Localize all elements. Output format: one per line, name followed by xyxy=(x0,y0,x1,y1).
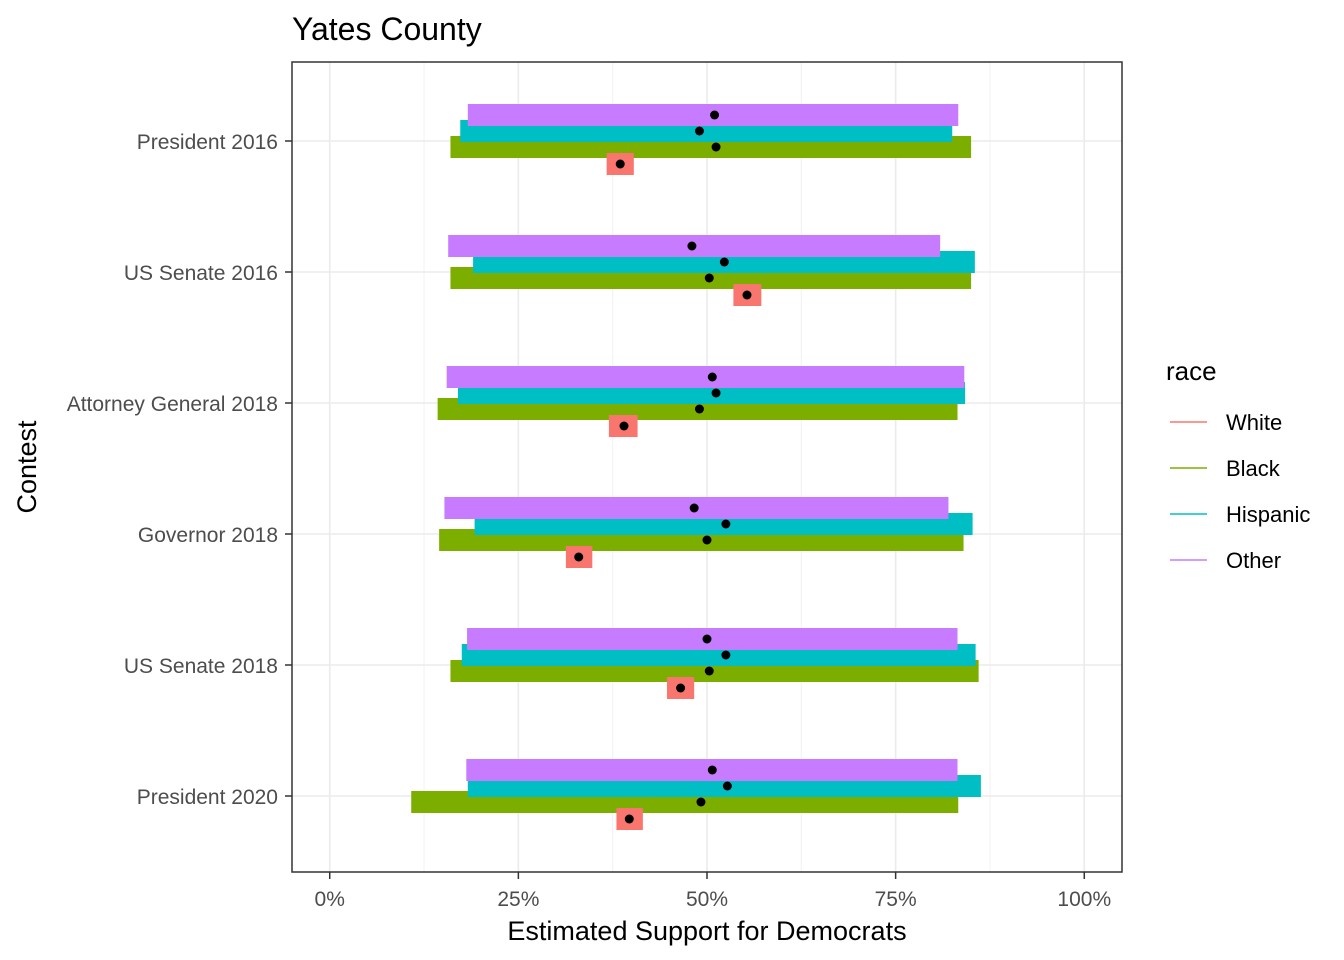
legend-label: Black xyxy=(1226,456,1281,481)
x-tick-label: 25% xyxy=(497,888,539,911)
point-other xyxy=(710,110,720,120)
point-other xyxy=(707,372,717,382)
y-tick-label: Attorney General 2018 xyxy=(67,393,278,416)
point-other xyxy=(687,241,697,251)
point-black xyxy=(694,404,704,414)
point-hispanic xyxy=(721,650,731,660)
point-black xyxy=(704,666,714,676)
point-black xyxy=(704,273,714,283)
legend-label: Other xyxy=(1226,548,1281,573)
point-other xyxy=(689,503,699,513)
y-axis-title: Contest xyxy=(12,420,42,514)
point-hispanic xyxy=(719,257,729,267)
point-black xyxy=(711,142,721,152)
point-white xyxy=(624,814,634,824)
point-other xyxy=(707,765,717,775)
y-tick-label: President 2020 xyxy=(137,786,278,809)
point-hispanic xyxy=(722,781,732,791)
legend-item-hispanic: Hispanic xyxy=(1170,502,1310,527)
point-other xyxy=(702,634,712,644)
point-white xyxy=(742,290,752,300)
y-tick-label: President 2016 xyxy=(137,131,278,154)
legend-label: White xyxy=(1226,410,1282,435)
point-white xyxy=(615,159,625,169)
legend-label: Hispanic xyxy=(1226,502,1310,527)
legend-title: race xyxy=(1166,356,1217,386)
x-tick-label: 100% xyxy=(1057,888,1111,911)
series-other-bars xyxy=(444,104,965,781)
chart-title: Yates County xyxy=(292,11,482,47)
y-tick-label: Governor 2018 xyxy=(138,524,278,547)
x-axis-title: Estimated Support for Democrats xyxy=(507,916,906,946)
bar-other xyxy=(446,366,965,388)
bars xyxy=(411,104,981,830)
point-white xyxy=(676,683,686,693)
legend-item-black: Black xyxy=(1170,456,1281,481)
legend-item-other: Other xyxy=(1170,548,1281,573)
point-hispanic xyxy=(721,519,731,529)
legend: race White Black Hispanic Other xyxy=(1166,356,1310,573)
y-tick-label: US Senate 2018 xyxy=(124,655,278,678)
x-axis: 0% 25% 50% 75% 100% xyxy=(315,872,1111,911)
y-axis: President 2016 US Senate 2016 Attorney Gen… xyxy=(67,131,292,809)
x-tick-label: 75% xyxy=(875,888,917,911)
point-hispanic xyxy=(694,126,704,136)
point-hispanic xyxy=(711,388,721,398)
estimate-points xyxy=(574,110,752,824)
x-tick-label: 50% xyxy=(686,888,728,911)
y-tick-label: US Senate 2016 xyxy=(124,262,278,285)
bar-other xyxy=(467,628,958,650)
point-white xyxy=(619,421,629,431)
point-black xyxy=(696,797,706,807)
point-white xyxy=(574,552,584,562)
x-tick-label: 0% xyxy=(315,888,345,911)
legend-item-white: White xyxy=(1170,410,1282,435)
point-black xyxy=(702,535,712,545)
